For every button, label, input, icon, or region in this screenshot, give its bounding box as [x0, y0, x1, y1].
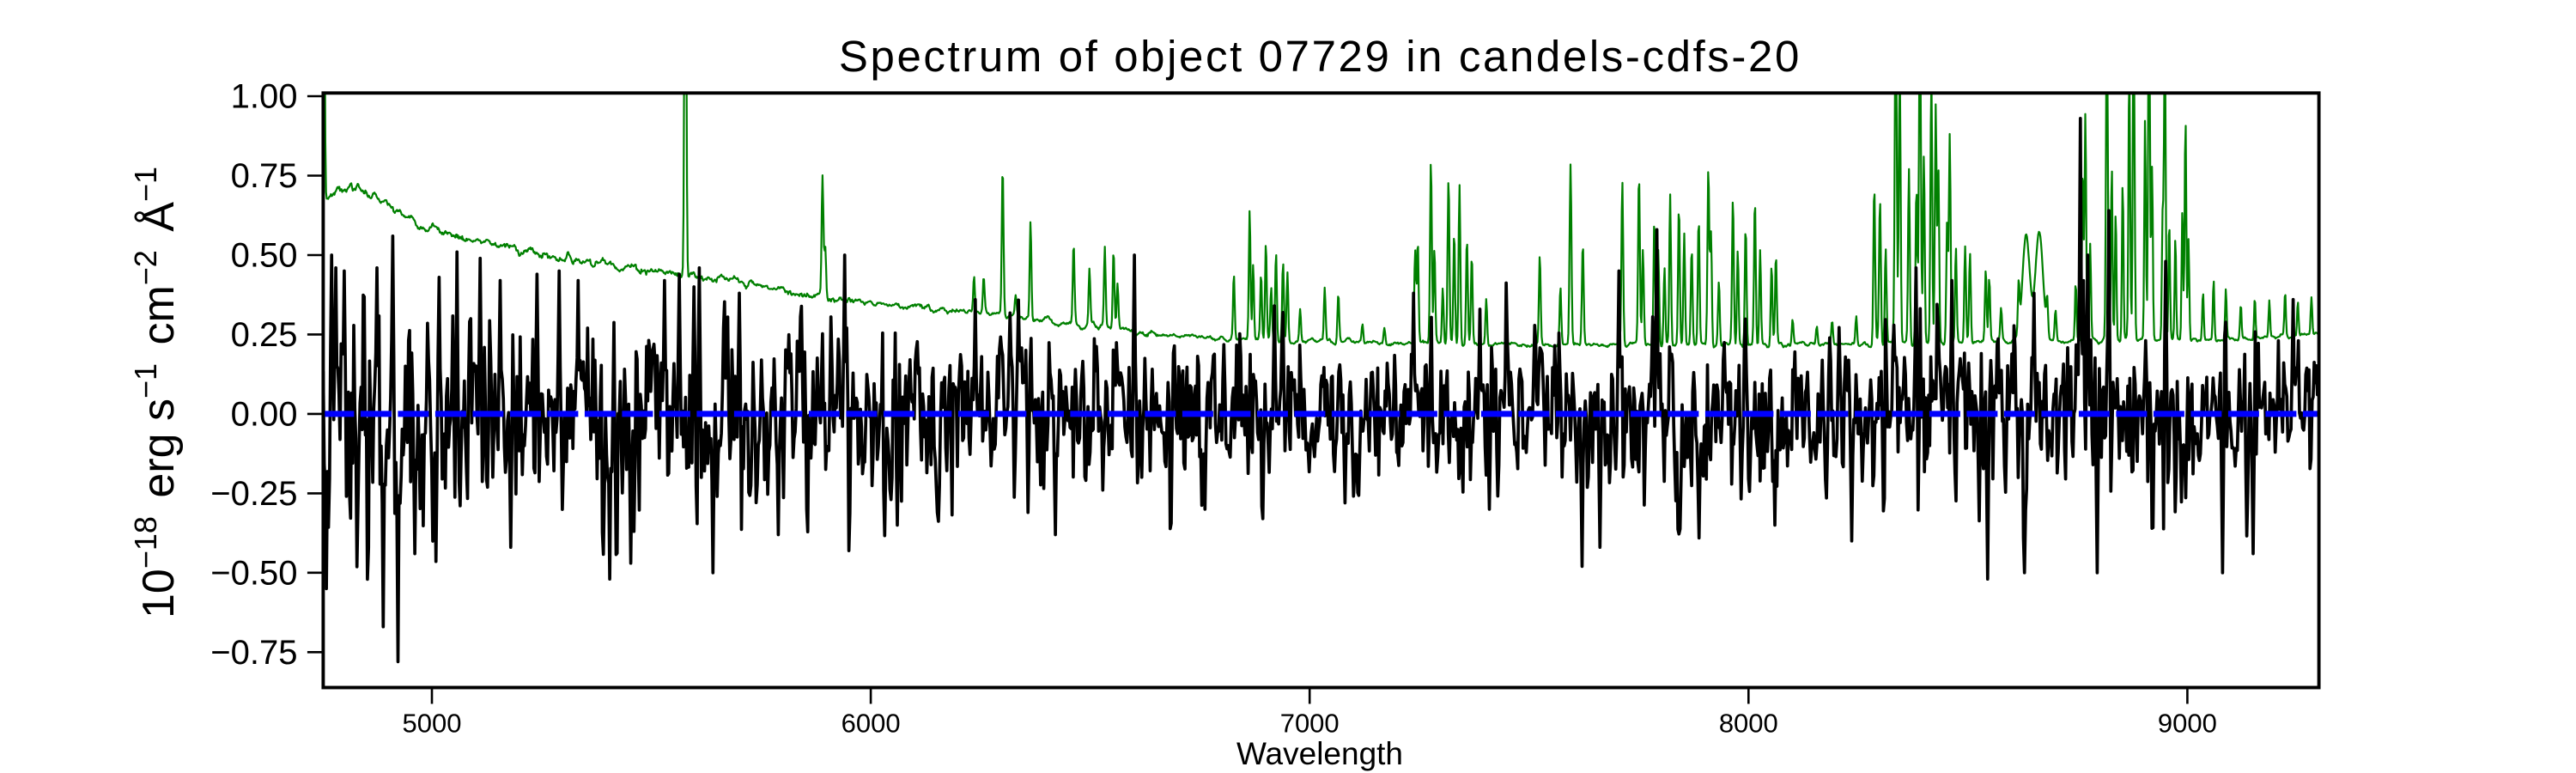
svg-text:0.25: 0.25: [231, 316, 298, 354]
svg-text:−0.75: −0.75: [210, 634, 297, 672]
svg-text:9000: 9000: [2158, 708, 2217, 738]
svg-text:−0.50: −0.50: [210, 554, 297, 592]
svg-text:−0.25: −0.25: [210, 475, 297, 513]
svg-text:0.50: 0.50: [231, 237, 298, 275]
svg-text:5000: 5000: [403, 708, 462, 738]
svg-text:7000: 7000: [1280, 708, 1340, 738]
svg-text:0.00: 0.00: [231, 395, 298, 433]
svg-text:10−18 erg s−1 cm−2 Å−1: 10−18 erg s−1 cm−2 Å−1: [128, 167, 184, 618]
svg-text:Spectrum of object 07729 in ca: Spectrum of object 07729 in candels-cdfs…: [839, 32, 1801, 81]
svg-text:6000: 6000: [841, 708, 901, 738]
svg-text:1.00: 1.00: [231, 78, 298, 116]
svg-text:8000: 8000: [1719, 708, 1778, 738]
svg-text:Wavelength: Wavelength: [1236, 736, 1403, 771]
svg-text:0.75: 0.75: [231, 157, 298, 195]
